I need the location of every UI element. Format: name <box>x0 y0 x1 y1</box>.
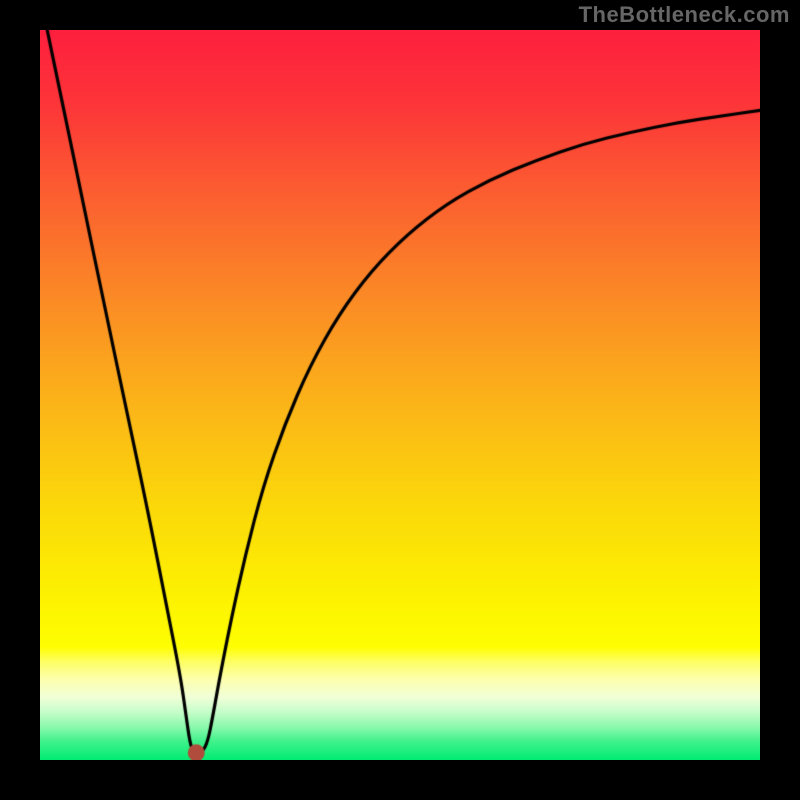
plot-frame <box>40 30 760 760</box>
chart-canvas <box>40 30 760 760</box>
watermark-text: TheBottleneck.com <box>579 2 790 28</box>
stage: TheBottleneck.com <box>0 0 800 800</box>
